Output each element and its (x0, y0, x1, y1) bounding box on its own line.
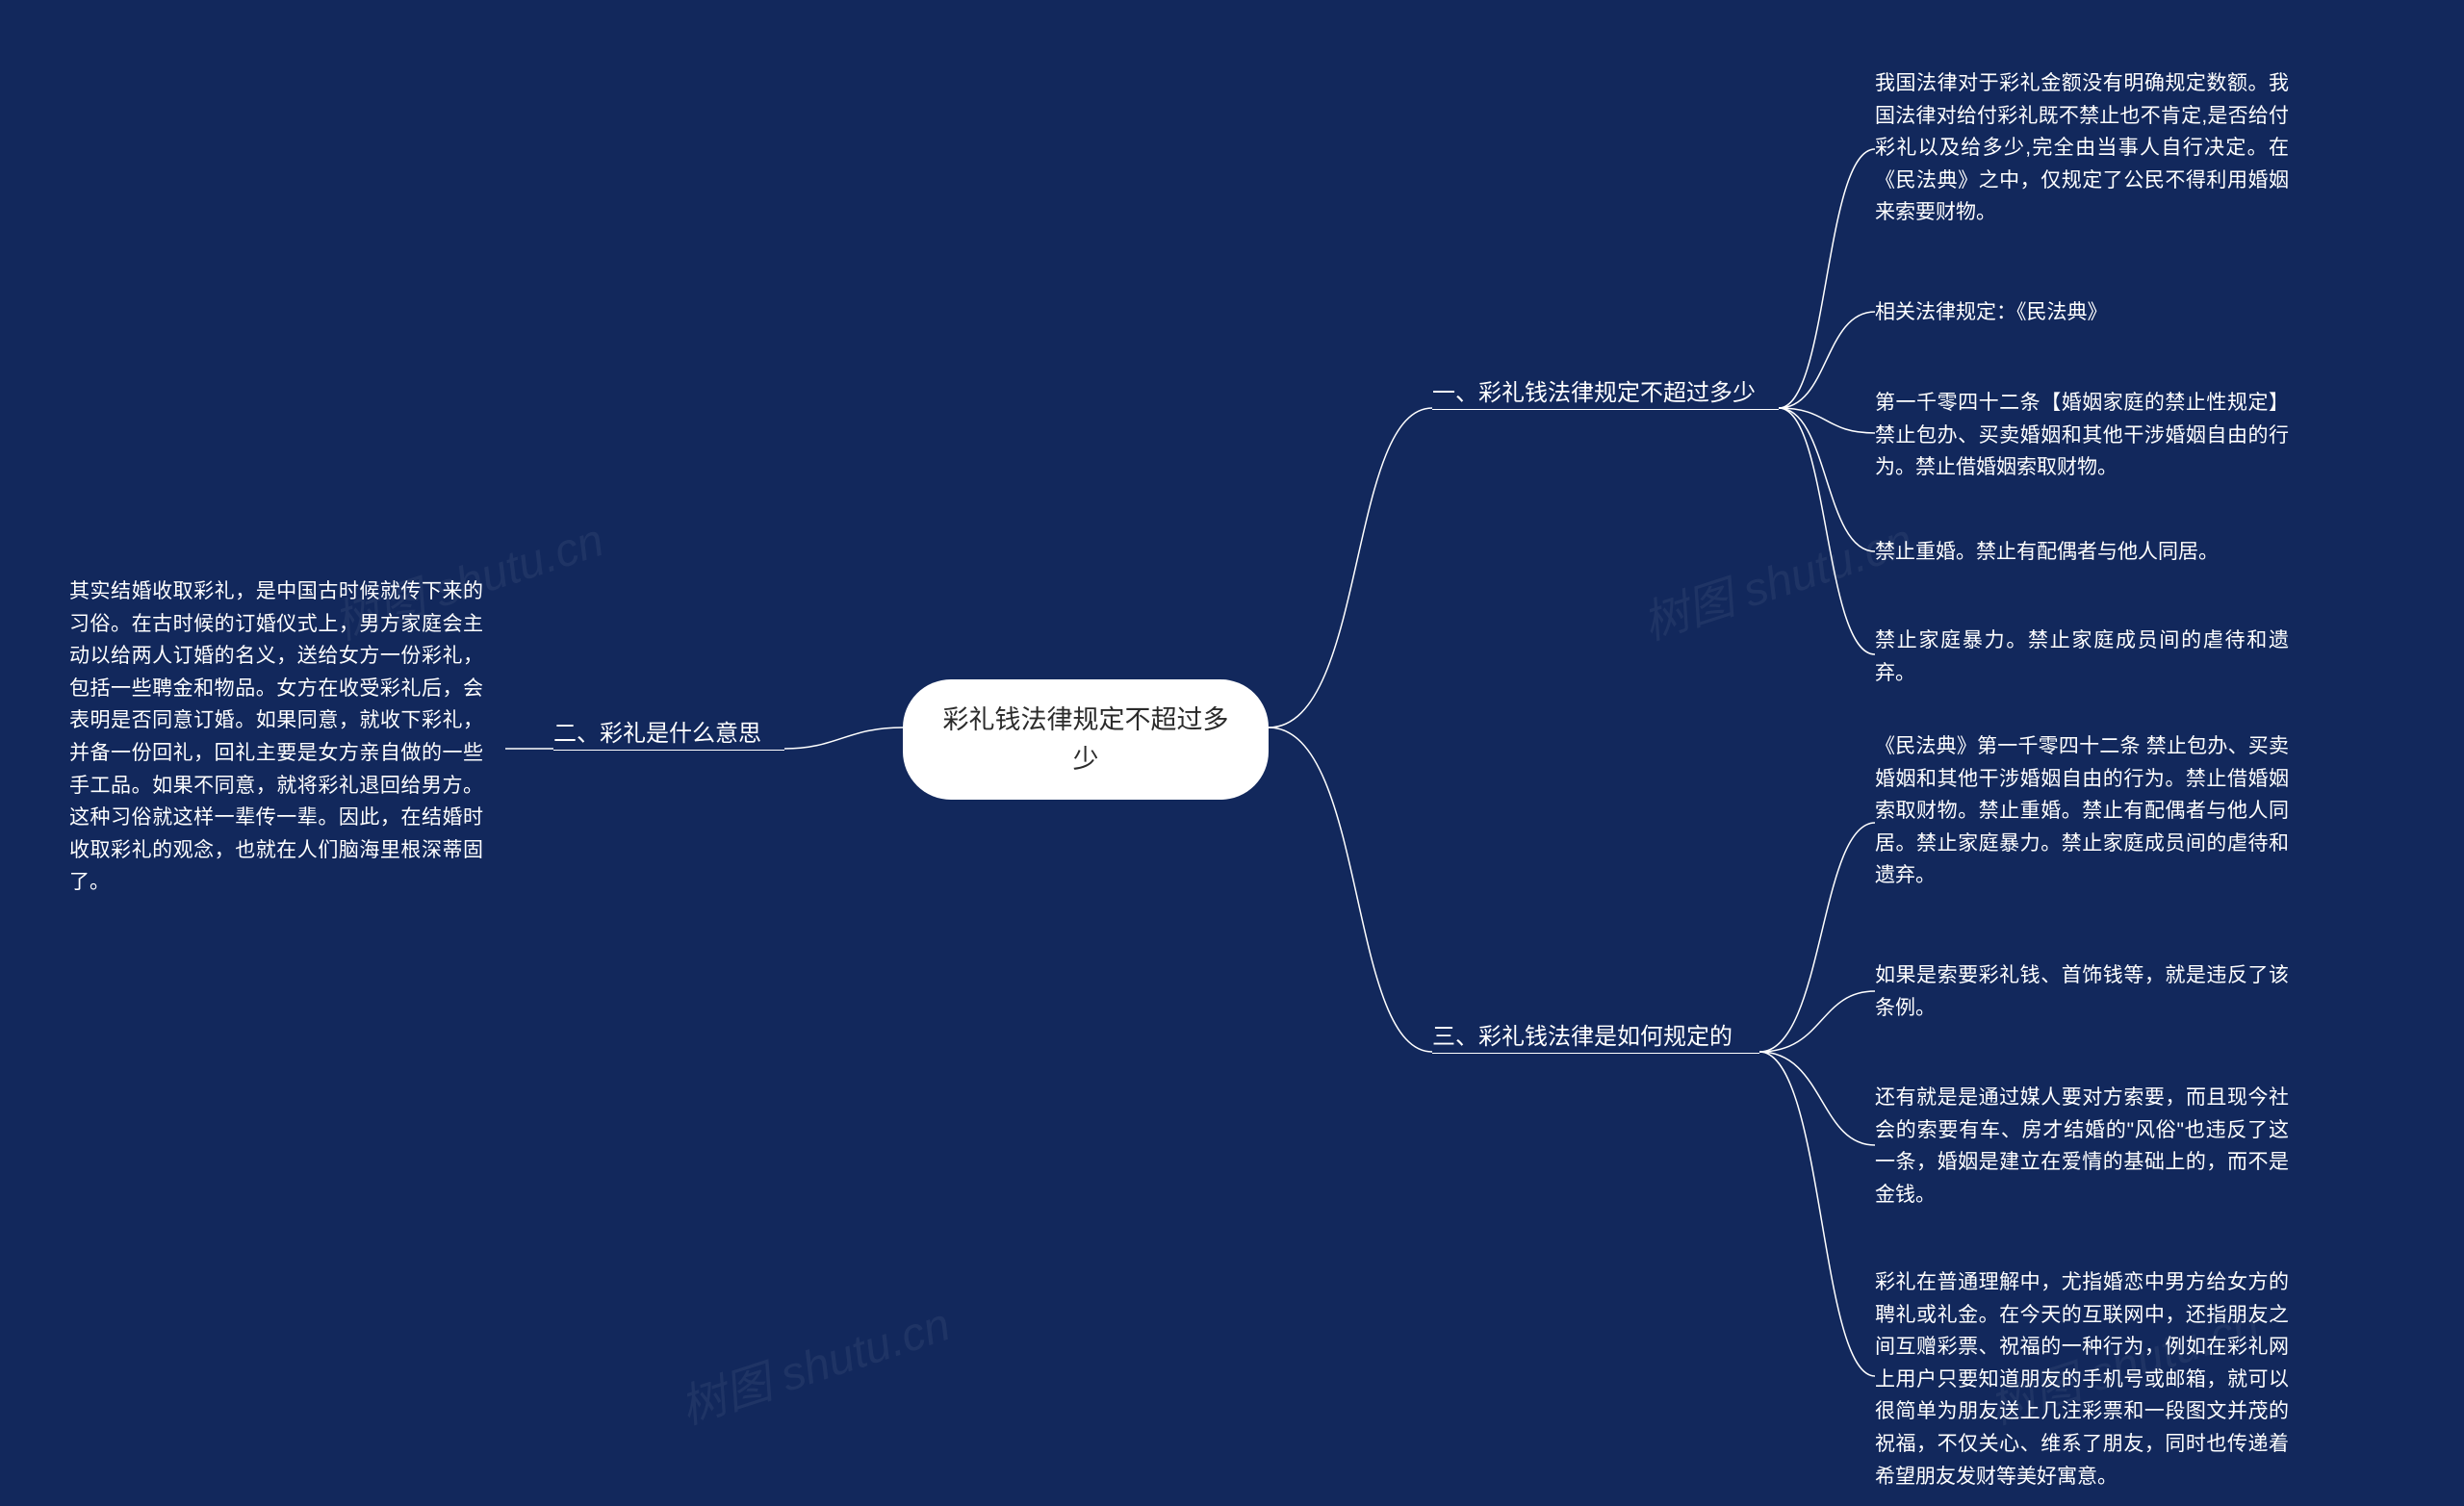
branch-3-underline (1432, 1053, 1759, 1054)
branch-3-label: 三、彩礼钱法律是如何规定的 (1432, 1017, 1732, 1051)
leaf-node: 其实结婚收取彩礼，是中国古时候就传下来的习俗。在古时候的订婚仪式上，男方家庭会主… (69, 575, 483, 899)
center-node: 彩礼钱法律规定不超过多 少 (903, 679, 1269, 800)
leaf-node: 《民法典》第一千零四十二条 禁止包办、买卖婚姻和其他干涉婚姻自由的行为。禁止借婚… (1875, 730, 2289, 892)
mindmap-canvas: 树图 shutu.cn 树图 shutu.cn 树图 shutu.cn 树图 s… (0, 0, 2464, 1506)
leaf-node: 彩礼在普通理解中，尤指婚恋中男方给女方的聘礼或礼金。在今天的互联网中，还指朋友之… (1875, 1266, 2289, 1493)
leaf-node: 如果是索要彩礼钱、首饰钱等，就是违反了该条例。 (1875, 959, 2289, 1024)
branch-1-label: 一、彩礼钱法律规定不超过多少 (1432, 373, 1756, 407)
leaf-node: 还有就是是通过媒人要对方索要，而且现今社会的索要有车、房才结婚的"风俗"也违反了… (1875, 1082, 2289, 1211)
center-text: 彩礼钱法律规定不超过多 少 (943, 705, 1229, 774)
leaf-node: 禁止重婚。禁止有配偶者与他人同居。 (1875, 536, 2289, 569)
leaf-node: 相关法律规定：《民法典》 (1875, 296, 2289, 329)
watermark: 树图 shutu.cn (670, 1287, 957, 1437)
leaf-node: 禁止家庭暴力。禁止家庭成员间的虐待和遗弃。 (1875, 625, 2289, 689)
leaf-node: 我国法律对于彩礼金额没有明确规定数额。我国法律对给付彩礼既不禁止也不肯定,是否给… (1875, 67, 2289, 229)
branch-1-underline (1432, 409, 1779, 410)
branch-2-underline (553, 750, 784, 751)
branch-2-label: 二、彩礼是什么意思 (553, 714, 761, 748)
leaf-node: 第一千零四十二条【婚姻家庭的禁止性规定】禁止包办、买卖婚姻和其他干涉婚姻自由的行… (1875, 387, 2289, 484)
